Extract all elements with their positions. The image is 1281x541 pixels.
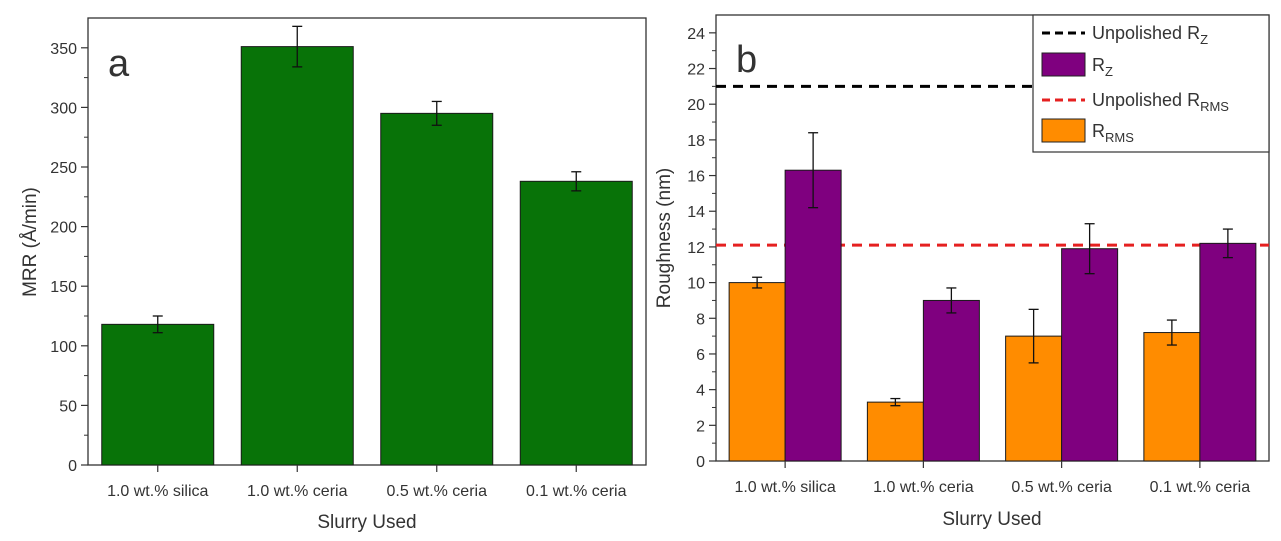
legend-text-rrms: R	[1092, 121, 1105, 141]
panel-b-x-axis: 1.0 wt.% silica 1.0 wt.% ceria 0.5 wt.% ce…	[734, 461, 1250, 496]
bar	[784, 169, 842, 462]
panel-a-x-axis-title: Slurry Used	[317, 512, 416, 533]
legend-sub-unpolished-rz: Z	[1200, 32, 1208, 47]
legend-label-rz: RZ	[1092, 55, 1113, 79]
panel-b-bars	[728, 132, 1257, 462]
y-tick-label: 50	[59, 398, 77, 415]
y-tick-label: 20	[687, 97, 705, 114]
legend-swatch-rrms	[1041, 118, 1086, 143]
legend-text-unpolished-rrms: Unpolished R	[1092, 90, 1200, 110]
y-tick-label: 0	[696, 454, 705, 471]
legend-entry-unpolished-rrms: Unpolished RRMS	[1042, 90, 1229, 114]
x-tick-label: 0.5 wt.% ceria	[387, 483, 488, 500]
y-tick-label: 0	[68, 458, 77, 475]
legend-swatch-rz	[1041, 52, 1086, 77]
y-tick-label: 200	[50, 220, 77, 237]
y-tick-label: 2	[696, 418, 705, 435]
panel-b-y-axis-title: Roughness (nm)	[654, 168, 675, 308]
y-tick-label: 6	[696, 347, 705, 364]
panel-a-y-axis-title: MRR (Å/min)	[20, 187, 41, 297]
y-tick-label: 8	[696, 311, 705, 328]
legend-label-unpolished-rz: Unpolished RZ	[1092, 23, 1208, 47]
legend-entry-rrms: RRMS	[1041, 118, 1134, 145]
legend-sub-rrms: RMS	[1105, 130, 1134, 145]
legend-text-rz: R	[1092, 55, 1105, 75]
bar	[728, 282, 786, 462]
legend-text-unpolished-rz: Unpolished R	[1092, 23, 1200, 43]
x-tick-label: 1.0 wt.% silica	[734, 479, 835, 496]
bar	[380, 112, 494, 466]
panel-b-legend: Unpolished RZ RZ Unpolished RRMS RRMS	[1032, 14, 1270, 153]
y-tick-label: 350	[50, 41, 77, 58]
y-tick-label: 10	[687, 276, 705, 293]
legend-sub-unpolished-rrms: RMS	[1200, 99, 1229, 114]
bar	[866, 401, 924, 462]
legend-label-unpolished-rrms: Unpolished RRMS	[1092, 90, 1229, 114]
bar	[1061, 248, 1119, 462]
x-tick-label: 1.0 wt.% silica	[107, 483, 208, 500]
panel-b-plot-frame	[715, 14, 1270, 462]
panel-b-x-axis-title: Slurry Used	[942, 509, 1041, 530]
x-tick-label: 0.1 wt.% ceria	[526, 483, 627, 500]
y-tick-label: 18	[687, 133, 705, 150]
y-tick-label: 16	[687, 169, 705, 186]
panel-a-bars	[101, 25, 633, 466]
bar	[1199, 242, 1257, 462]
panel-a-y-axis: 0 50 100 150 200 250 300 350	[50, 41, 88, 475]
y-tick-label: 22	[687, 62, 705, 79]
panel-b-label: b	[736, 39, 757, 81]
x-tick-label: 1.0 wt.% ceria	[873, 479, 974, 496]
y-tick-label: 4	[696, 383, 705, 400]
legend-entry-unpolished-rz: Unpolished RZ	[1042, 23, 1208, 47]
y-tick-label: 12	[687, 240, 705, 257]
panel-a-label: a	[108, 43, 130, 85]
x-tick-label: 0.1 wt.% ceria	[1150, 479, 1251, 496]
legend-sub-rz: Z	[1105, 64, 1113, 79]
legend-entry-rz: RZ	[1041, 52, 1113, 79]
panel-a-x-axis: 1.0 wt.% silica 1.0 wt.% ceria 0.5 wt.% ce…	[107, 465, 627, 500]
bar	[922, 299, 980, 462]
panel-a-plot-frame	[87, 17, 647, 466]
x-tick-label: 1.0 wt.% ceria	[247, 483, 348, 500]
y-tick-label: 300	[50, 100, 77, 117]
y-tick-label: 100	[50, 339, 77, 356]
y-tick-label: 250	[50, 160, 77, 177]
y-tick-label: 150	[50, 279, 77, 296]
y-tick-label: 24	[687, 26, 705, 43]
bar	[240, 46, 354, 466]
legend-label-rrms: RRMS	[1092, 121, 1134, 145]
x-tick-label: 0.5 wt.% ceria	[1011, 479, 1112, 496]
bar	[1143, 332, 1201, 462]
bar	[519, 180, 633, 466]
y-tick-label: 14	[687, 204, 705, 221]
bar	[101, 323, 215, 466]
